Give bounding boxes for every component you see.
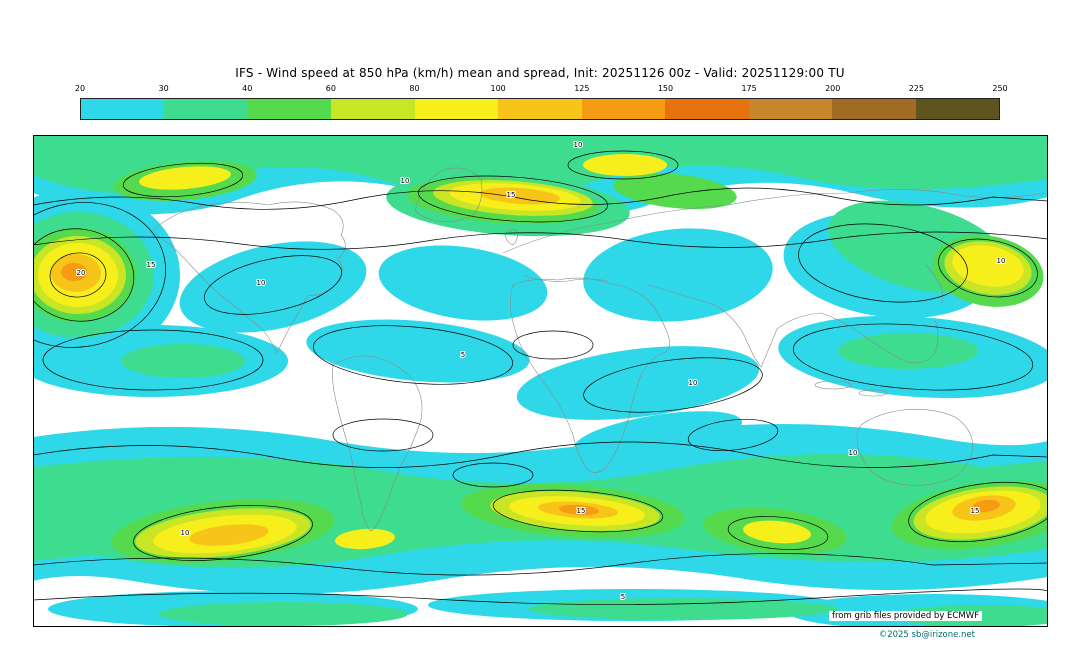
contour-label: 5 bbox=[461, 351, 465, 359]
colorbar-segment bbox=[581, 99, 666, 119]
colorbar-tick: 125 bbox=[574, 84, 590, 93]
contour-label: 10 bbox=[689, 379, 698, 387]
colorbar-segment bbox=[748, 99, 833, 119]
map-border bbox=[33, 135, 1048, 627]
colorbar-segment bbox=[331, 99, 415, 119]
coastlines-layer bbox=[152, 167, 1046, 532]
contour-label: 5 bbox=[621, 593, 625, 601]
wind-fill-yellow-layer bbox=[38, 154, 1041, 554]
colorbar-segment bbox=[414, 99, 499, 119]
map-container: 10 15 10 15 20 10 5 10 15 10 15 10 5 10 … bbox=[0, 135, 1078, 630]
colorbar-segment bbox=[164, 99, 248, 119]
contour-labels-layer: 10 15 10 15 20 10 5 10 15 10 15 10 5 10 bbox=[76, 140, 1007, 602]
contour-label: 15 bbox=[971, 507, 980, 515]
colorbar-gradient bbox=[80, 98, 1000, 120]
contour-label: 15 bbox=[147, 261, 156, 269]
colorbar-tick: 225 bbox=[908, 84, 924, 93]
colorbar-segment bbox=[832, 99, 916, 119]
world-wind-map: 10 15 10 15 20 10 5 10 15 10 15 10 5 10 bbox=[0, 135, 1078, 630]
colorbar-tick: 175 bbox=[741, 84, 757, 93]
colorbar-ticks: 20 30 40 60 80 100 125 150 175 200 225 2… bbox=[75, 84, 1008, 98]
ecmwf-credit: from grib files provided by ECMWF bbox=[829, 611, 982, 621]
contour-label: 10 bbox=[997, 257, 1006, 265]
colorbar-segment bbox=[247, 99, 332, 119]
colorbar-tick: 20 bbox=[74, 84, 86, 93]
colorbar-tick: 200 bbox=[825, 84, 841, 93]
colorbar-tick: 250 bbox=[992, 84, 1008, 93]
wind-fill-amber-layer bbox=[51, 187, 1016, 546]
contour-label: 20 bbox=[77, 269, 86, 277]
chart-title: IFS - Wind speed at 850 hPa (km/h) mean … bbox=[235, 66, 845, 80]
colorbar-segment bbox=[665, 99, 749, 119]
colorbar-segment bbox=[915, 99, 999, 119]
colorbar-segment bbox=[81, 99, 165, 119]
colorbar: 20 30 40 60 80 100 125 150 175 200 225 2… bbox=[75, 84, 1008, 120]
colorbar-tick: 80 bbox=[409, 84, 420, 93]
colorbar-tick: 30 bbox=[158, 84, 169, 93]
contour-label: 10 bbox=[401, 177, 410, 185]
colorbar-tick: 150 bbox=[657, 84, 674, 93]
contour-label: 10 bbox=[574, 141, 583, 149]
colorbar-segment bbox=[498, 99, 582, 119]
wind-fill-orange-layer bbox=[61, 263, 1000, 516]
contour-label: 15 bbox=[577, 507, 586, 515]
colorbar-tick: 60 bbox=[325, 84, 336, 93]
contour-label: 10 bbox=[849, 449, 858, 457]
contour-label: 10 bbox=[257, 279, 266, 287]
copyright: ©2025 sb@irizone.net bbox=[878, 630, 975, 640]
colorbar-tick: 100 bbox=[490, 84, 506, 93]
spread-contours-layer bbox=[0, 150, 1058, 605]
colorbar-tick: 40 bbox=[242, 84, 253, 93]
contour-label: 15 bbox=[507, 191, 516, 199]
contour-label: 10 bbox=[181, 529, 190, 537]
